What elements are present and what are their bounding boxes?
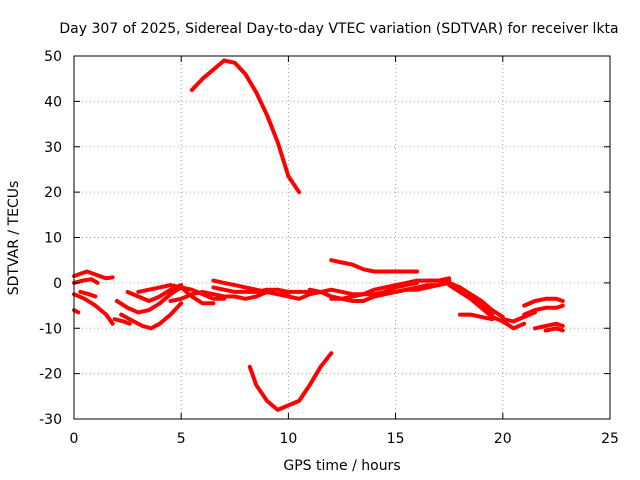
y-tick-label: 20	[44, 185, 62, 201]
series-arc-10	[112, 317, 132, 326]
series-arc-9	[136, 283, 216, 306]
y-tick-label: 50	[44, 49, 62, 65]
y-tick-label: -10	[39, 321, 62, 337]
series-arc-3	[72, 292, 115, 326]
x-axis-label: GPS time / hours	[283, 458, 400, 474]
series-arc-8	[125, 283, 184, 303]
series-arc-26	[189, 58, 302, 195]
grid	[74, 56, 610, 419]
y-tick-label: -20	[39, 367, 62, 383]
y-tick-label: 30	[44, 140, 62, 156]
series-arc-1	[72, 269, 115, 281]
data-series	[72, 58, 565, 412]
x-tick-label: 25	[601, 431, 619, 447]
series-arc-16	[329, 258, 419, 274]
chart-title: Day 307 of 2025, Sidereal Day-to-day VTE…	[59, 21, 618, 37]
series-arc-2	[72, 277, 100, 285]
series-arc-23	[522, 303, 565, 317]
series-arc-19	[447, 283, 527, 331]
series-arc-13	[211, 278, 291, 297]
y-tick-label: 10	[44, 231, 62, 247]
x-tick-label: 20	[494, 431, 512, 447]
x-tick-label: 0	[70, 431, 79, 447]
x-tick-label: 15	[387, 431, 405, 447]
axis-ticks	[73, 55, 611, 420]
series-arc-15	[329, 280, 419, 301]
series-arc-22	[522, 296, 565, 308]
x-tick-label: 10	[279, 431, 297, 447]
series-arc-21	[500, 310, 537, 324]
series-arc-7	[119, 301, 184, 331]
y-tick-label: 40	[44, 94, 62, 110]
y-tick-label: 0	[53, 276, 62, 292]
series-arc-24	[533, 321, 565, 331]
x-tick-label: 5	[177, 431, 186, 447]
series-arc-20	[457, 312, 495, 322]
series-arc-6	[114, 285, 227, 315]
series-arc-27	[247, 351, 334, 412]
series-arc-25	[543, 326, 565, 333]
y-axis-label: SDTVAR / TECUs	[6, 181, 22, 296]
series-arc-4	[72, 308, 81, 315]
series-arc-5	[78, 289, 98, 299]
y-tick-label: -30	[39, 412, 62, 428]
tick-labels: 0 5 10 15 20 25 -30 -20 -10 0 10 20 30 40 50	[39, 49, 619, 447]
